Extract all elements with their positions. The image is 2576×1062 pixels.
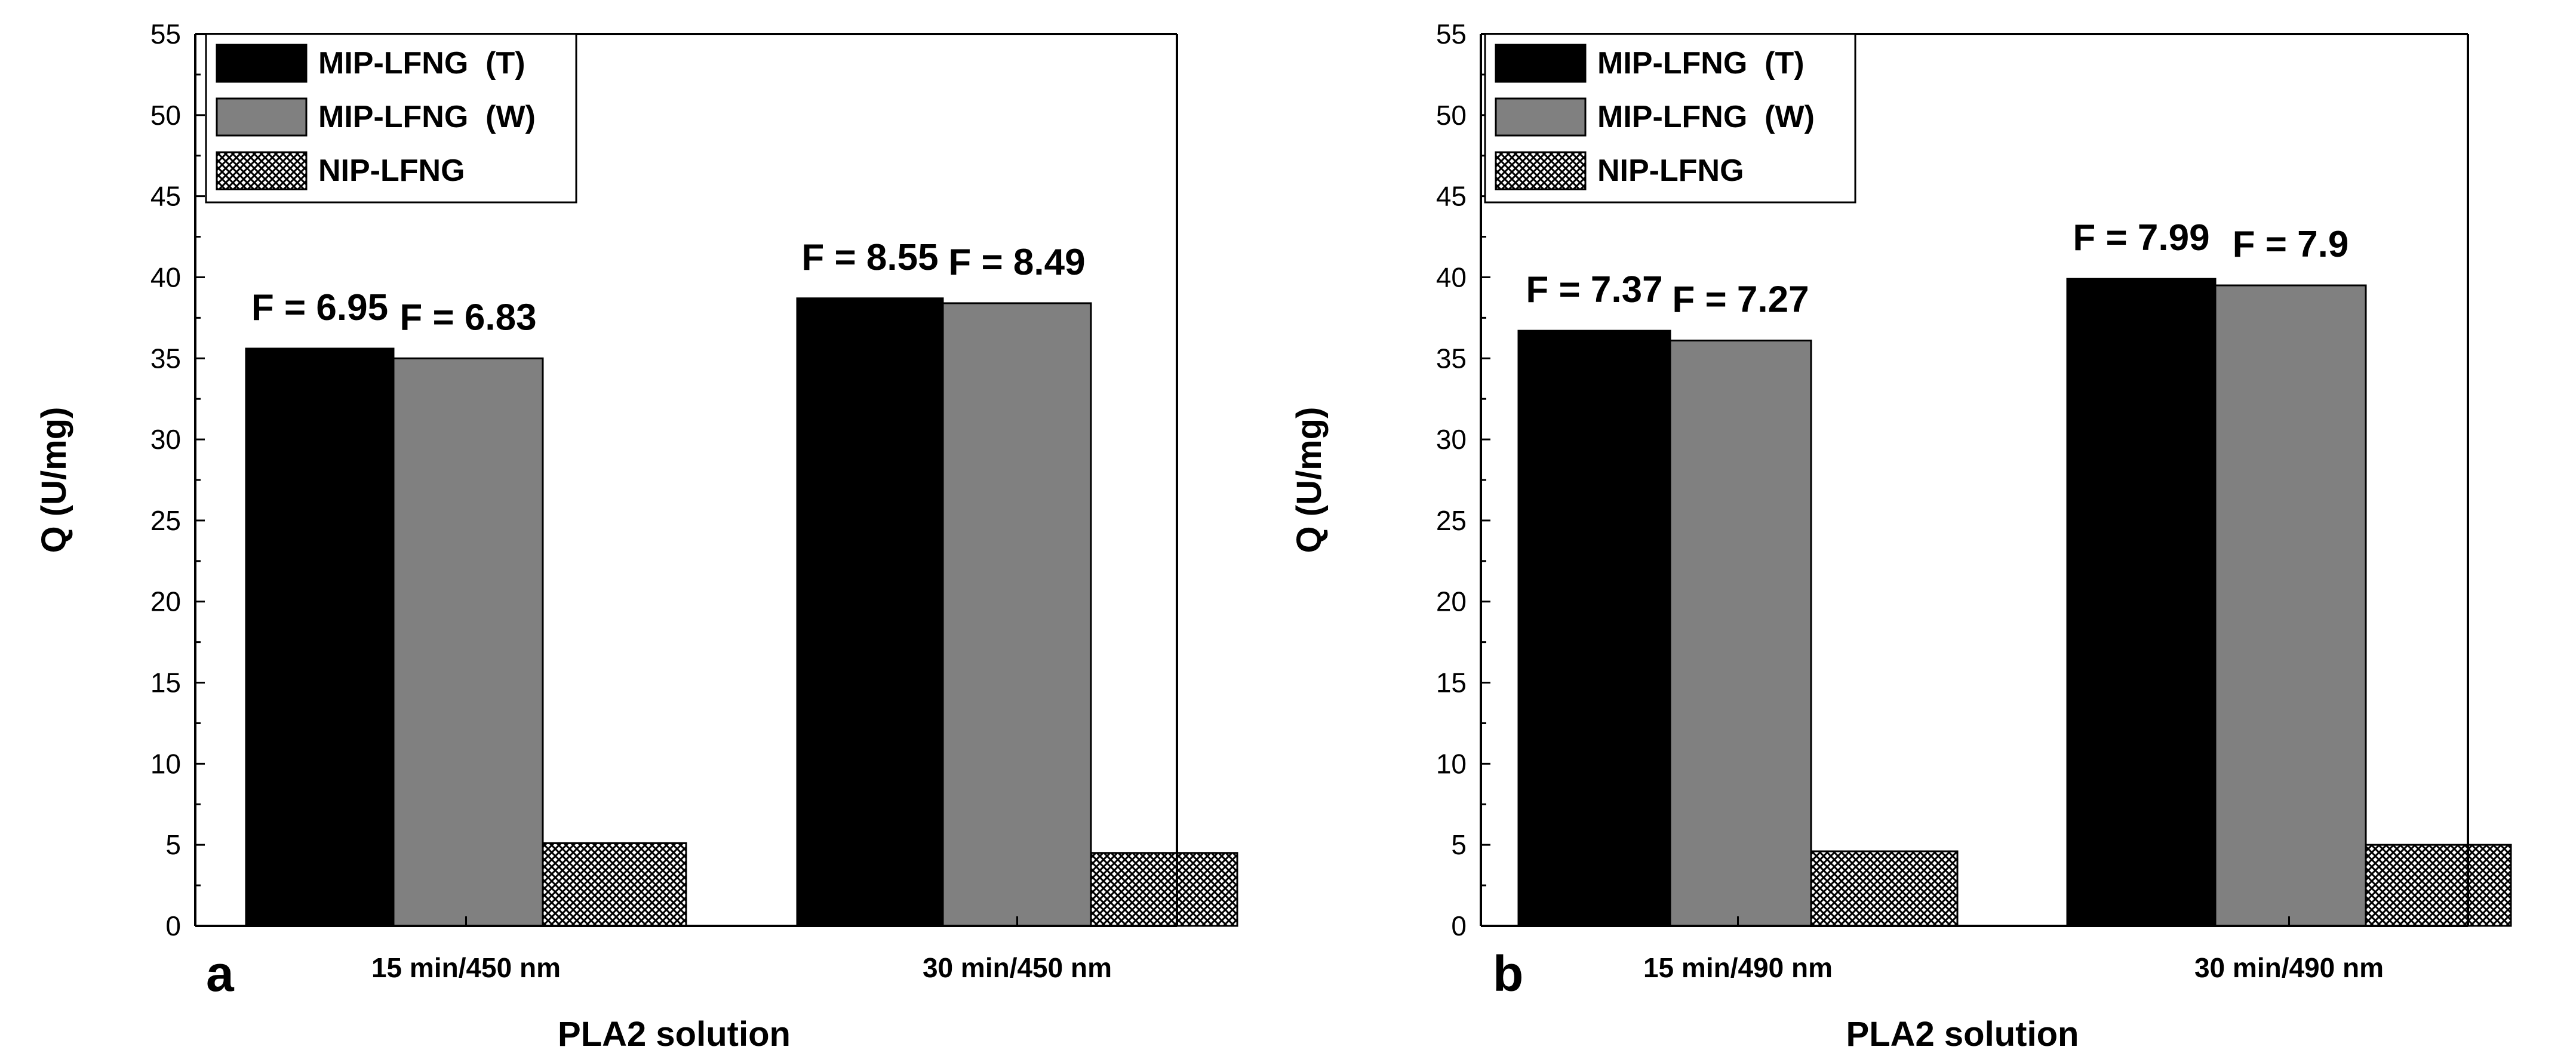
legend-swatch	[216, 151, 308, 190]
y-tick-label: 55	[150, 19, 181, 50]
y-tick-label: 0	[165, 910, 181, 941]
y-tick-label: 55	[1436, 19, 1467, 50]
legend-swatch	[1495, 97, 1587, 137]
y-tick-label: 10	[150, 748, 181, 779]
f-value-annotation: F = 7.99	[2073, 217, 2209, 258]
x-axis-title: PLA2 solution	[558, 1015, 791, 1054]
chart-panel-b: 0 5 10 15 20 25 30 35 40 45 50 55 15 min/490 nm 30 mi…	[1290, 19, 2512, 1054]
bar-mip-w-cat2	[2214, 284, 2367, 927]
x-tick-label: 30 min/450 nm	[923, 952, 1112, 983]
legend-swatch	[216, 97, 308, 137]
y-tick-label: 10	[1436, 748, 1467, 779]
y-tick-label: 30	[150, 424, 181, 455]
bar-mip-w-cat1	[1669, 339, 1812, 927]
panel-label: b	[1493, 946, 1523, 1002]
y-tick-label: 15	[1436, 667, 1467, 698]
legend-label: MIP-LFNG (W)	[318, 100, 536, 134]
y-tick-label: 45	[150, 181, 181, 212]
f-value-annotation: F = 7.9	[2233, 224, 2349, 265]
legend-label: MIP-LFNG (T)	[1597, 46, 1805, 81]
y-tick-label: 15	[150, 667, 181, 698]
f-value-annotation: F = 8.55	[801, 237, 938, 278]
chart-panel-a: 0 5 10 15 20 25 30 35 40 45 50 55 15 min/450 nm 30 mi…	[35, 19, 1238, 1054]
y-tick-label: 25	[150, 505, 181, 536]
legend: MIP-LFNG (T) MIP-LFNG (W) NIP-LFNG	[1484, 33, 1856, 204]
f-value-annotation: F = 7.37	[1526, 269, 1662, 310]
bar-nip-cat1	[542, 842, 687, 927]
bar-mip-t-cat1	[245, 347, 395, 927]
y-tick-label: 20	[1436, 586, 1467, 617]
f-value-annotation: F = 6.95	[251, 287, 388, 328]
legend-label: NIP-LFNG	[1597, 153, 1744, 188]
bar-mip-w-cat1	[392, 357, 544, 927]
legend-swatch	[216, 44, 308, 83]
legend-swatch	[1495, 151, 1587, 190]
legend-label: NIP-LFNG	[318, 153, 465, 188]
y-tick-label: 5	[165, 829, 181, 860]
y-axis-title: Q (U/mg)	[35, 407, 73, 553]
bar-nip-cat1	[1810, 850, 1959, 927]
y-tick-label: 5	[1451, 829, 1467, 860]
legend-label: MIP-LFNG (T)	[318, 46, 525, 81]
y-tick-label: 40	[1436, 261, 1467, 293]
y-tick-label: 20	[150, 586, 181, 617]
y-tick-label: 25	[1436, 505, 1467, 536]
y-tick-label: 0	[1451, 910, 1467, 941]
x-tick-label: 15 min/490 nm	[1643, 952, 1833, 983]
bar-nip-cat2	[1090, 852, 1238, 927]
x-tick-label: 30 min/490 nm	[2194, 952, 2384, 983]
y-tick-label: 50	[150, 100, 181, 131]
y-tick-label: 40	[150, 261, 181, 293]
f-value-annotation: F = 6.83	[399, 297, 536, 338]
legend-label: MIP-LFNG (W)	[1597, 100, 1815, 134]
x-tick-label: 15 min/450 nm	[371, 952, 561, 983]
y-axis-title: Q (U/mg)	[1290, 407, 1329, 553]
bar-mip-t-cat1	[1517, 330, 1671, 927]
y-tick-label: 45	[1436, 181, 1467, 212]
f-value-annotation: F = 8.49	[948, 242, 1085, 283]
bar-mip-t-cat2	[796, 297, 944, 927]
y-tick-label: 30	[1436, 424, 1467, 455]
x-axis-title: PLA2 solution	[1846, 1015, 2079, 1054]
bar-nip-cat2	[2365, 844, 2512, 927]
legend: MIP-LFNG (T) MIP-LFNG (W) NIP-LFNG	[205, 33, 577, 204]
bar-mip-w-cat2	[942, 302, 1092, 927]
bar-mip-t-cat2	[2066, 278, 2217, 927]
y-tick-label: 35	[1436, 343, 1467, 374]
y-tick-label: 35	[150, 343, 181, 374]
f-value-annotation: F = 7.27	[1672, 279, 1809, 320]
panel-label: a	[206, 946, 235, 1002]
y-tick-label: 50	[1436, 100, 1467, 131]
legend-swatch	[1495, 44, 1587, 83]
